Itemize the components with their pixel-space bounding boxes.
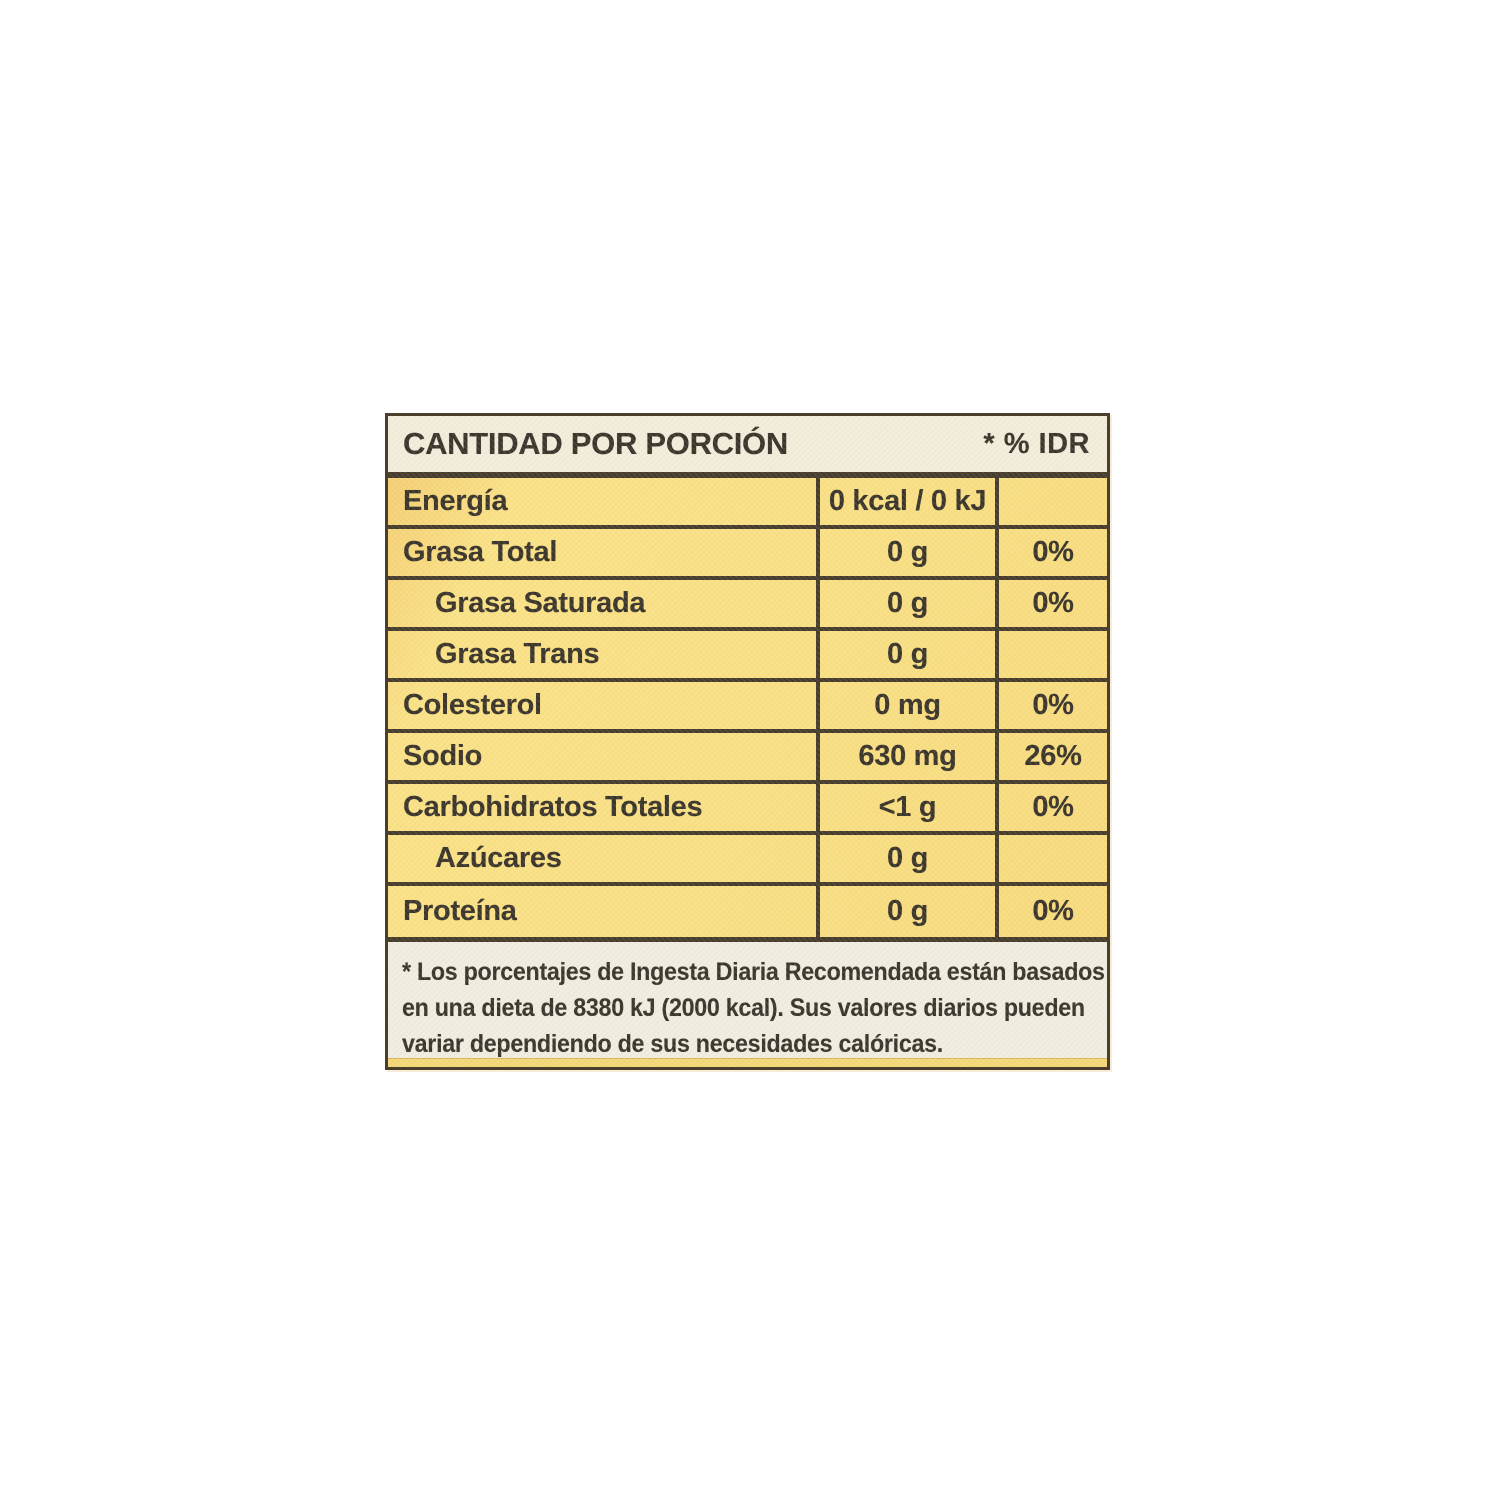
row-label: Energía bbox=[403, 485, 508, 517]
row-value: 0 g bbox=[816, 886, 995, 937]
row-value: 0 g bbox=[816, 529, 995, 576]
row-label: Grasa Saturada bbox=[435, 587, 646, 619]
row-pct: 0% bbox=[995, 886, 1107, 937]
row-value: 630 mg bbox=[816, 733, 995, 780]
row-value: 0 g bbox=[816, 835, 995, 882]
row-pct bbox=[995, 835, 1107, 882]
footnote-line: variar dependiendo de sus necesidades ca… bbox=[402, 1030, 943, 1058]
footnote: * Los porcentajes de Ingesta Diaria Reco… bbox=[388, 937, 1107, 1058]
footnote-lines: * Los porcentajes de Ingesta Diaria Reco… bbox=[402, 954, 1105, 1058]
row-label: Grasa Trans bbox=[435, 638, 600, 670]
row-pct: 0% bbox=[995, 682, 1107, 729]
row-pct: 0% bbox=[995, 529, 1107, 576]
row-label: Azúcares bbox=[435, 842, 562, 874]
table-row-colesterol: Colesterol 0 mg 0% bbox=[388, 682, 1107, 733]
nutrition-label: CANTIDAD POR PORCIÓN * % IDR Energía 0 k… bbox=[385, 413, 1110, 1070]
bottom-strip bbox=[388, 1058, 1107, 1067]
row-pct bbox=[995, 478, 1107, 525]
row-value: <1 g bbox=[816, 784, 995, 831]
table-row-proteina: Proteína 0 g 0% bbox=[388, 886, 1107, 937]
footnote-line: * Los porcentajes de Ingesta Diaria Reco… bbox=[402, 958, 1105, 986]
footnote-line: en una dieta de 8380 kJ (2000 kcal). Sus… bbox=[402, 994, 1085, 1022]
row-value: 0 kcal / 0 kJ bbox=[816, 478, 995, 525]
header-band: CANTIDAD POR PORCIÓN * % IDR bbox=[388, 416, 1107, 478]
nutrition-table: Energía 0 kcal / 0 kJ Grasa Total 0 g 0%… bbox=[388, 478, 1107, 937]
header-idr-label: * % IDR bbox=[983, 427, 1090, 460]
row-label: Carbohidratos Totales bbox=[403, 791, 703, 823]
table-row-grasa-trans: Grasa Trans 0 g bbox=[388, 631, 1107, 682]
table-row-carbohidratos: Carbohidratos Totales <1 g 0% bbox=[388, 784, 1107, 835]
row-label: Sodio bbox=[403, 740, 483, 772]
table-row-sodio: Sodio 630 mg 26% bbox=[388, 733, 1107, 784]
row-pct bbox=[995, 631, 1107, 678]
table-row-grasa-total: Grasa Total 0 g 0% bbox=[388, 529, 1107, 580]
row-label: Proteína bbox=[403, 895, 517, 927]
row-pct: 0% bbox=[995, 580, 1107, 627]
table-row-azucares: Azúcares 0 g bbox=[388, 835, 1107, 886]
row-pct: 0% bbox=[995, 784, 1107, 831]
row-label: Grasa Total bbox=[403, 536, 558, 568]
row-value: 0 g bbox=[816, 631, 995, 678]
row-label: Colesterol bbox=[403, 689, 542, 721]
row-pct: 26% bbox=[995, 733, 1107, 780]
row-value: 0 mg bbox=[816, 682, 995, 729]
row-value: 0 g bbox=[816, 580, 995, 627]
header-title: CANTIDAD POR PORCIÓN bbox=[403, 426, 788, 461]
table-row-energia: Energía 0 kcal / 0 kJ bbox=[388, 478, 1107, 529]
table-row-grasa-saturada: Grasa Saturada 0 g 0% bbox=[388, 580, 1107, 631]
